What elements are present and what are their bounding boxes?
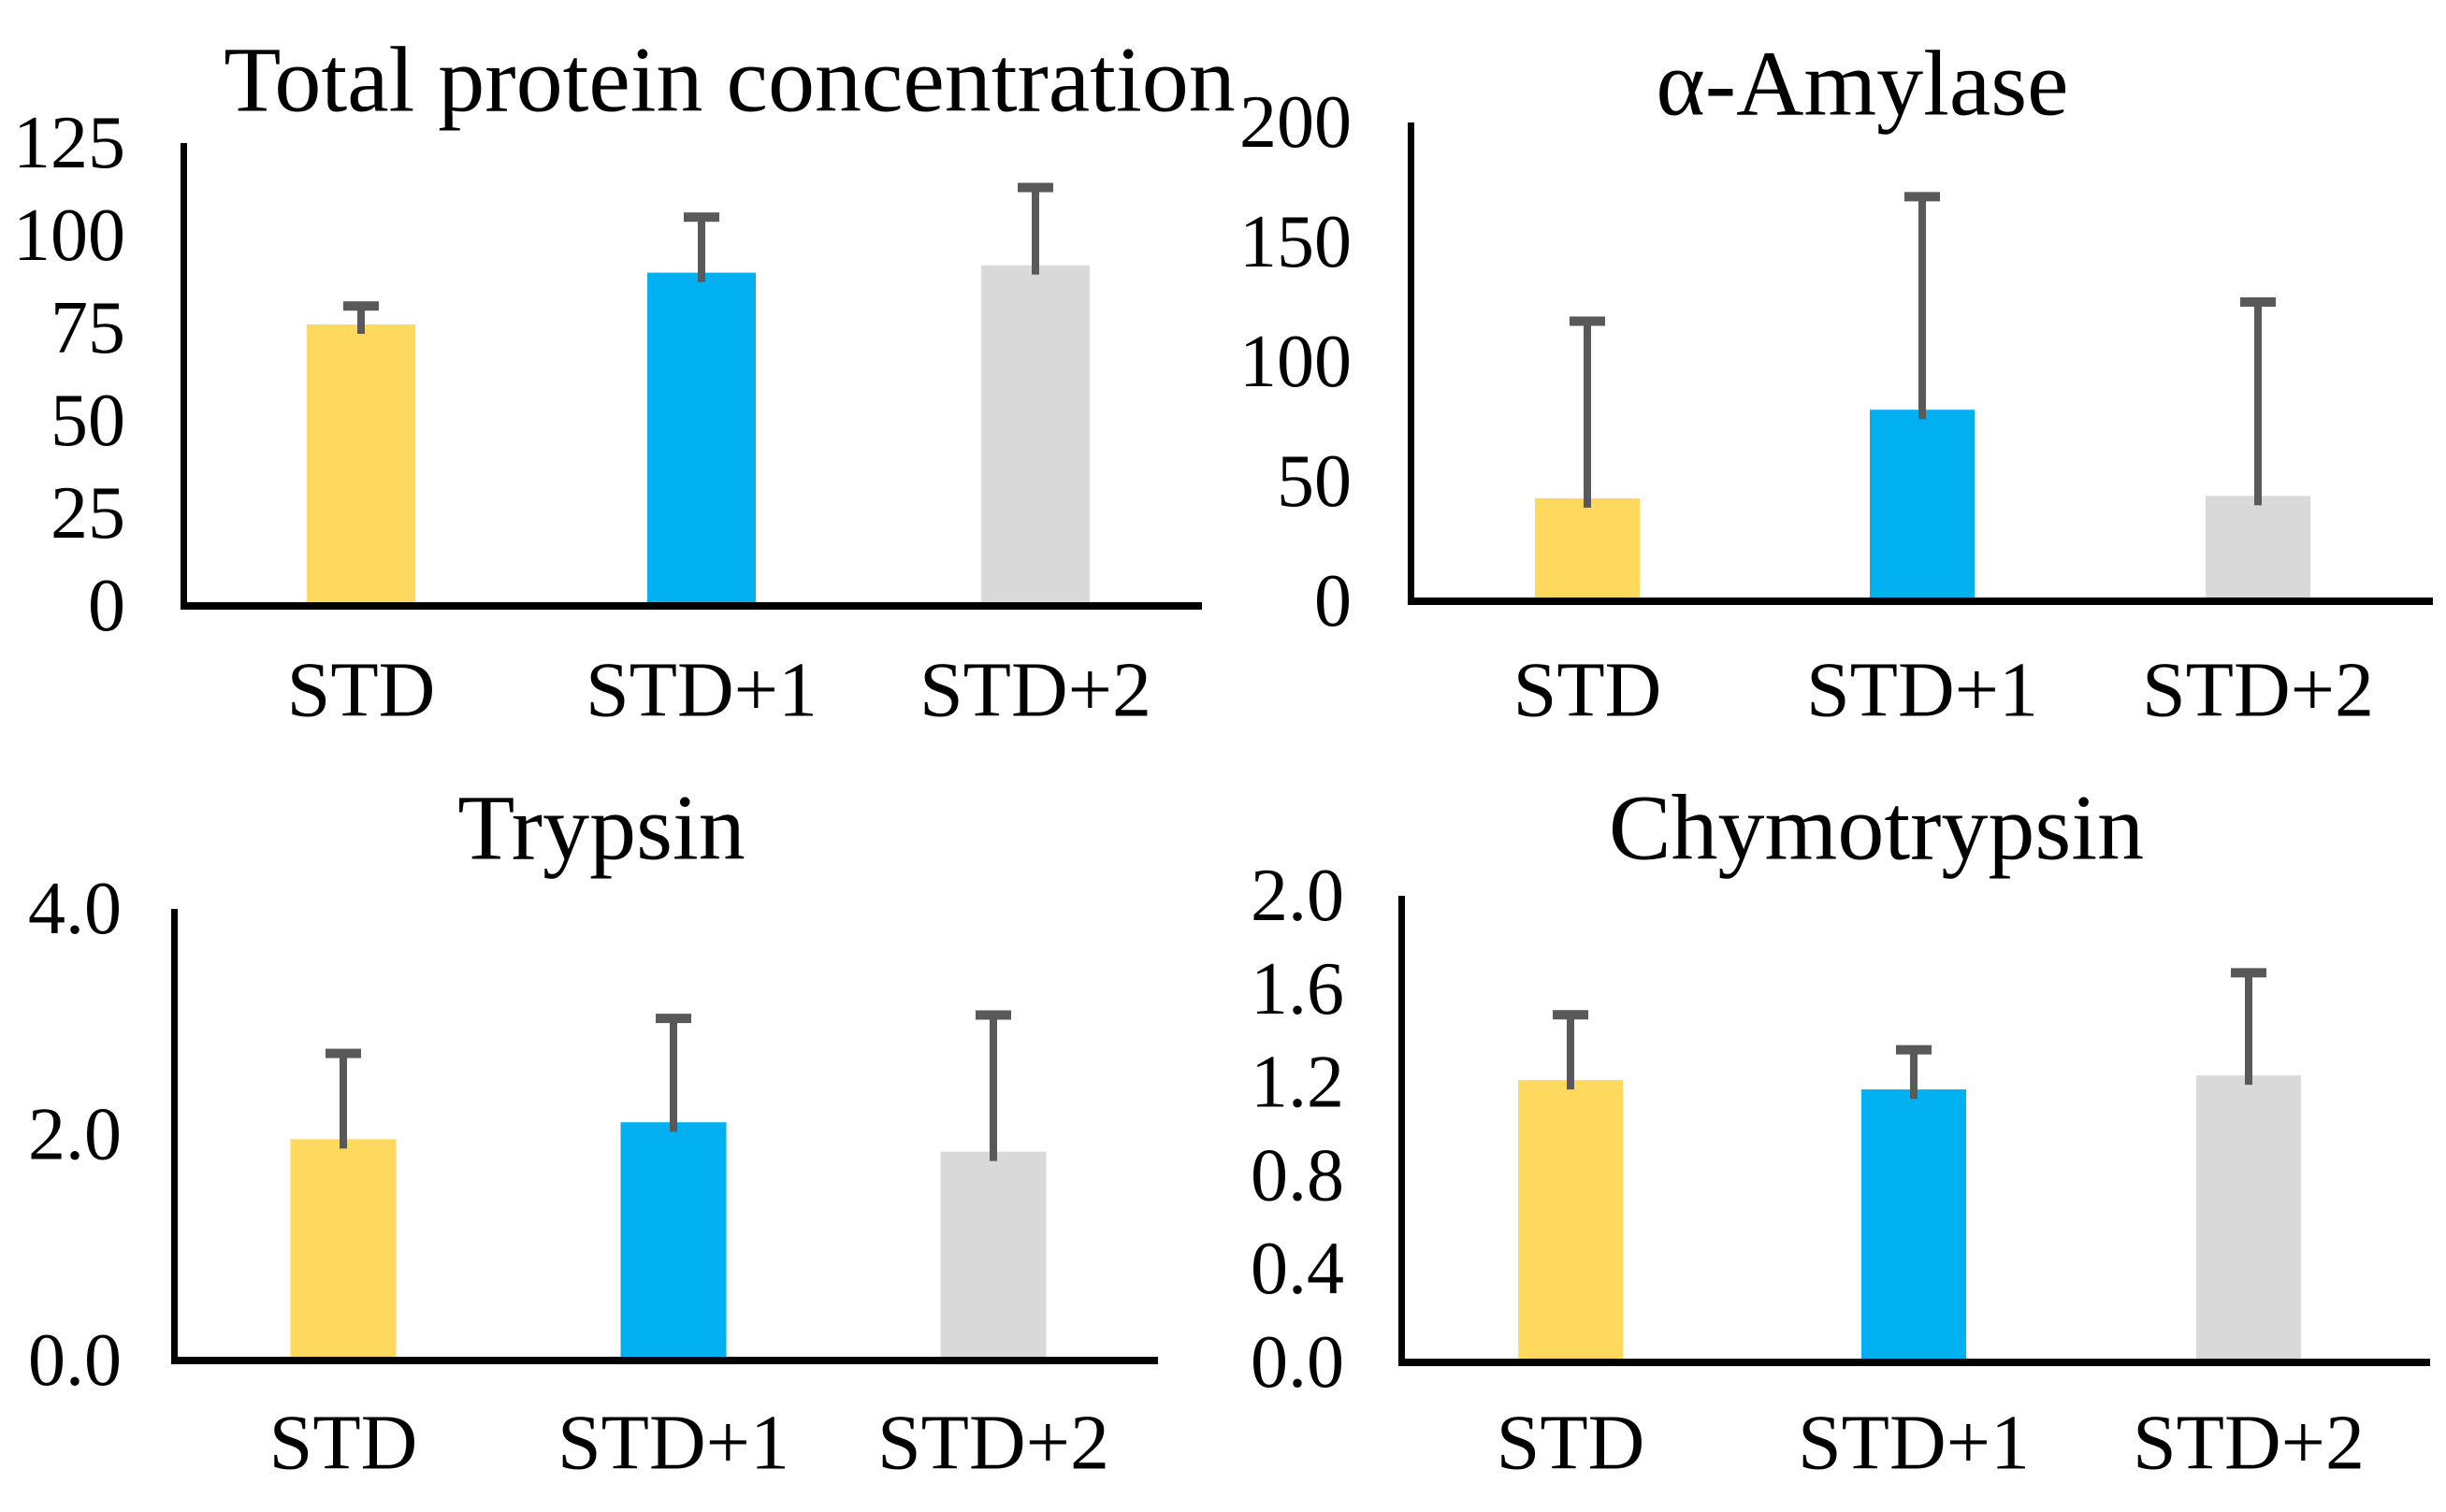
error-bar-cap	[343, 301, 379, 311]
x-category-label: STD	[269, 1400, 418, 1487]
y-tick-label: 0.4	[1251, 1228, 1344, 1310]
error-bar-cap	[656, 1014, 691, 1024]
error-bar-cap	[2231, 968, 2266, 978]
bar-std1	[620, 1122, 727, 1364]
bar-std	[307, 324, 415, 610]
error-bar-cap	[2240, 297, 2276, 307]
error-bar-cap	[1896, 1044, 1932, 1055]
chart-chymotrypsin: Chymotrypsin 0.0 0.4 0.8 1.2 1.6 2.0 STD STD+1 ST…	[1251, 776, 2430, 1487]
error-bar-stem	[2245, 972, 2252, 1086]
bar-std	[290, 1139, 397, 1364]
x-category-label: STD	[287, 647, 436, 734]
chart-title: Total protein concentration	[224, 28, 1236, 132]
error-bar-cap	[976, 1010, 1011, 1020]
error-bar-cap	[1018, 182, 1053, 193]
x-category-label: STD+2	[2142, 647, 2374, 734]
y-tick-label: 200	[1239, 81, 1352, 164]
y-tick-label: 0	[88, 565, 125, 647]
error-bar-stem	[1918, 196, 1926, 420]
error-bar-stem	[340, 1053, 347, 1149]
bar-std2	[2196, 1075, 2301, 1366]
error-bar-cap	[1570, 316, 1605, 326]
error-bar-cap	[1904, 192, 1940, 202]
error-bar-stem	[2254, 302, 2262, 506]
x-axis-line	[181, 602, 1202, 610]
y-axis-line	[171, 909, 178, 1364]
bar-std1	[647, 272, 756, 610]
y-tick-label: 2.0	[28, 1094, 122, 1176]
bar-std	[1535, 497, 1640, 605]
chart-trypsin: Trypsin 0.0 2.0 4.0 STD STD+1 STD+2	[28, 776, 1158, 1487]
bar-std2	[2206, 496, 2310, 605]
chart-title: Chymotrypsin	[1609, 776, 2144, 880]
x-category-label: STD+1	[557, 1400, 789, 1487]
y-tick-label: 0.8	[1251, 1134, 1344, 1217]
bar-std2	[981, 265, 1090, 610]
chart-total-protein-concentration: Total protein concentration 0 25 50 75 100 125…	[13, 28, 1236, 734]
y-tick-label: 150	[1239, 201, 1352, 283]
y-tick-label: 1.2	[1251, 1042, 1344, 1124]
bar-std1	[1861, 1089, 1966, 1366]
y-axis-line	[181, 143, 187, 610]
error-bar-stem	[1032, 187, 1039, 275]
x-category-label: STD+2	[877, 1400, 1109, 1487]
y-tick-label: 100	[1239, 321, 1352, 403]
bar-std2	[940, 1151, 1047, 1364]
y-axis-line	[1408, 122, 1414, 605]
x-category-label: STD+1	[1806, 647, 2038, 734]
bar-std	[1518, 1080, 1623, 1366]
chart-title: Trypsin	[457, 776, 745, 880]
y-tick-label: 4.0	[28, 868, 122, 950]
error-bar-stem	[698, 217, 705, 282]
x-axis-line	[1408, 598, 2433, 605]
y-axis-line	[1398, 896, 1405, 1366]
x-category-label: STD	[1497, 1400, 1645, 1487]
x-category-label: STD+2	[919, 647, 1151, 734]
error-bar-stem	[1567, 1015, 1574, 1090]
y-tick-label: 0.0	[28, 1319, 122, 1402]
error-bar-stem	[1584, 321, 1591, 508]
y-tick-label: 50	[1277, 440, 1352, 523]
y-tick-label: 0	[1314, 560, 1352, 642]
error-bar-cap	[326, 1048, 361, 1058]
y-tick-label: 50	[51, 380, 125, 462]
chart-title: α-Amylase	[1656, 32, 2068, 136]
y-tick-label: 100	[13, 194, 125, 277]
error-bar-stem	[990, 1015, 997, 1161]
error-bar-stem	[1910, 1049, 1918, 1100]
bar-std1	[1870, 410, 1975, 605]
error-bar-stem	[357, 306, 365, 335]
error-bar-cap	[684, 212, 719, 223]
x-category-label: STD	[1513, 647, 1662, 734]
y-tick-label: 2.0	[1251, 855, 1344, 937]
y-tick-label: 0.0	[1251, 1321, 1344, 1404]
chart-alpha-amylase: α-Amylase 0 50 100 150 200 STD STD+1 STD+2	[1239, 32, 2433, 734]
x-axis-line	[171, 1357, 1158, 1364]
y-tick-label: 125	[13, 102, 125, 184]
y-tick-label: 1.6	[1251, 948, 1344, 1030]
error-bar-cap	[1553, 1010, 1588, 1020]
x-category-label: STD+2	[2133, 1400, 2365, 1487]
y-tick-label: 75	[51, 287, 125, 369]
x-category-label: STD+1	[586, 647, 818, 734]
x-category-label: STD+1	[1798, 1400, 2030, 1487]
y-tick-label: 25	[51, 472, 125, 554]
x-axis-line	[1398, 1359, 2430, 1366]
error-bar-stem	[670, 1018, 677, 1132]
